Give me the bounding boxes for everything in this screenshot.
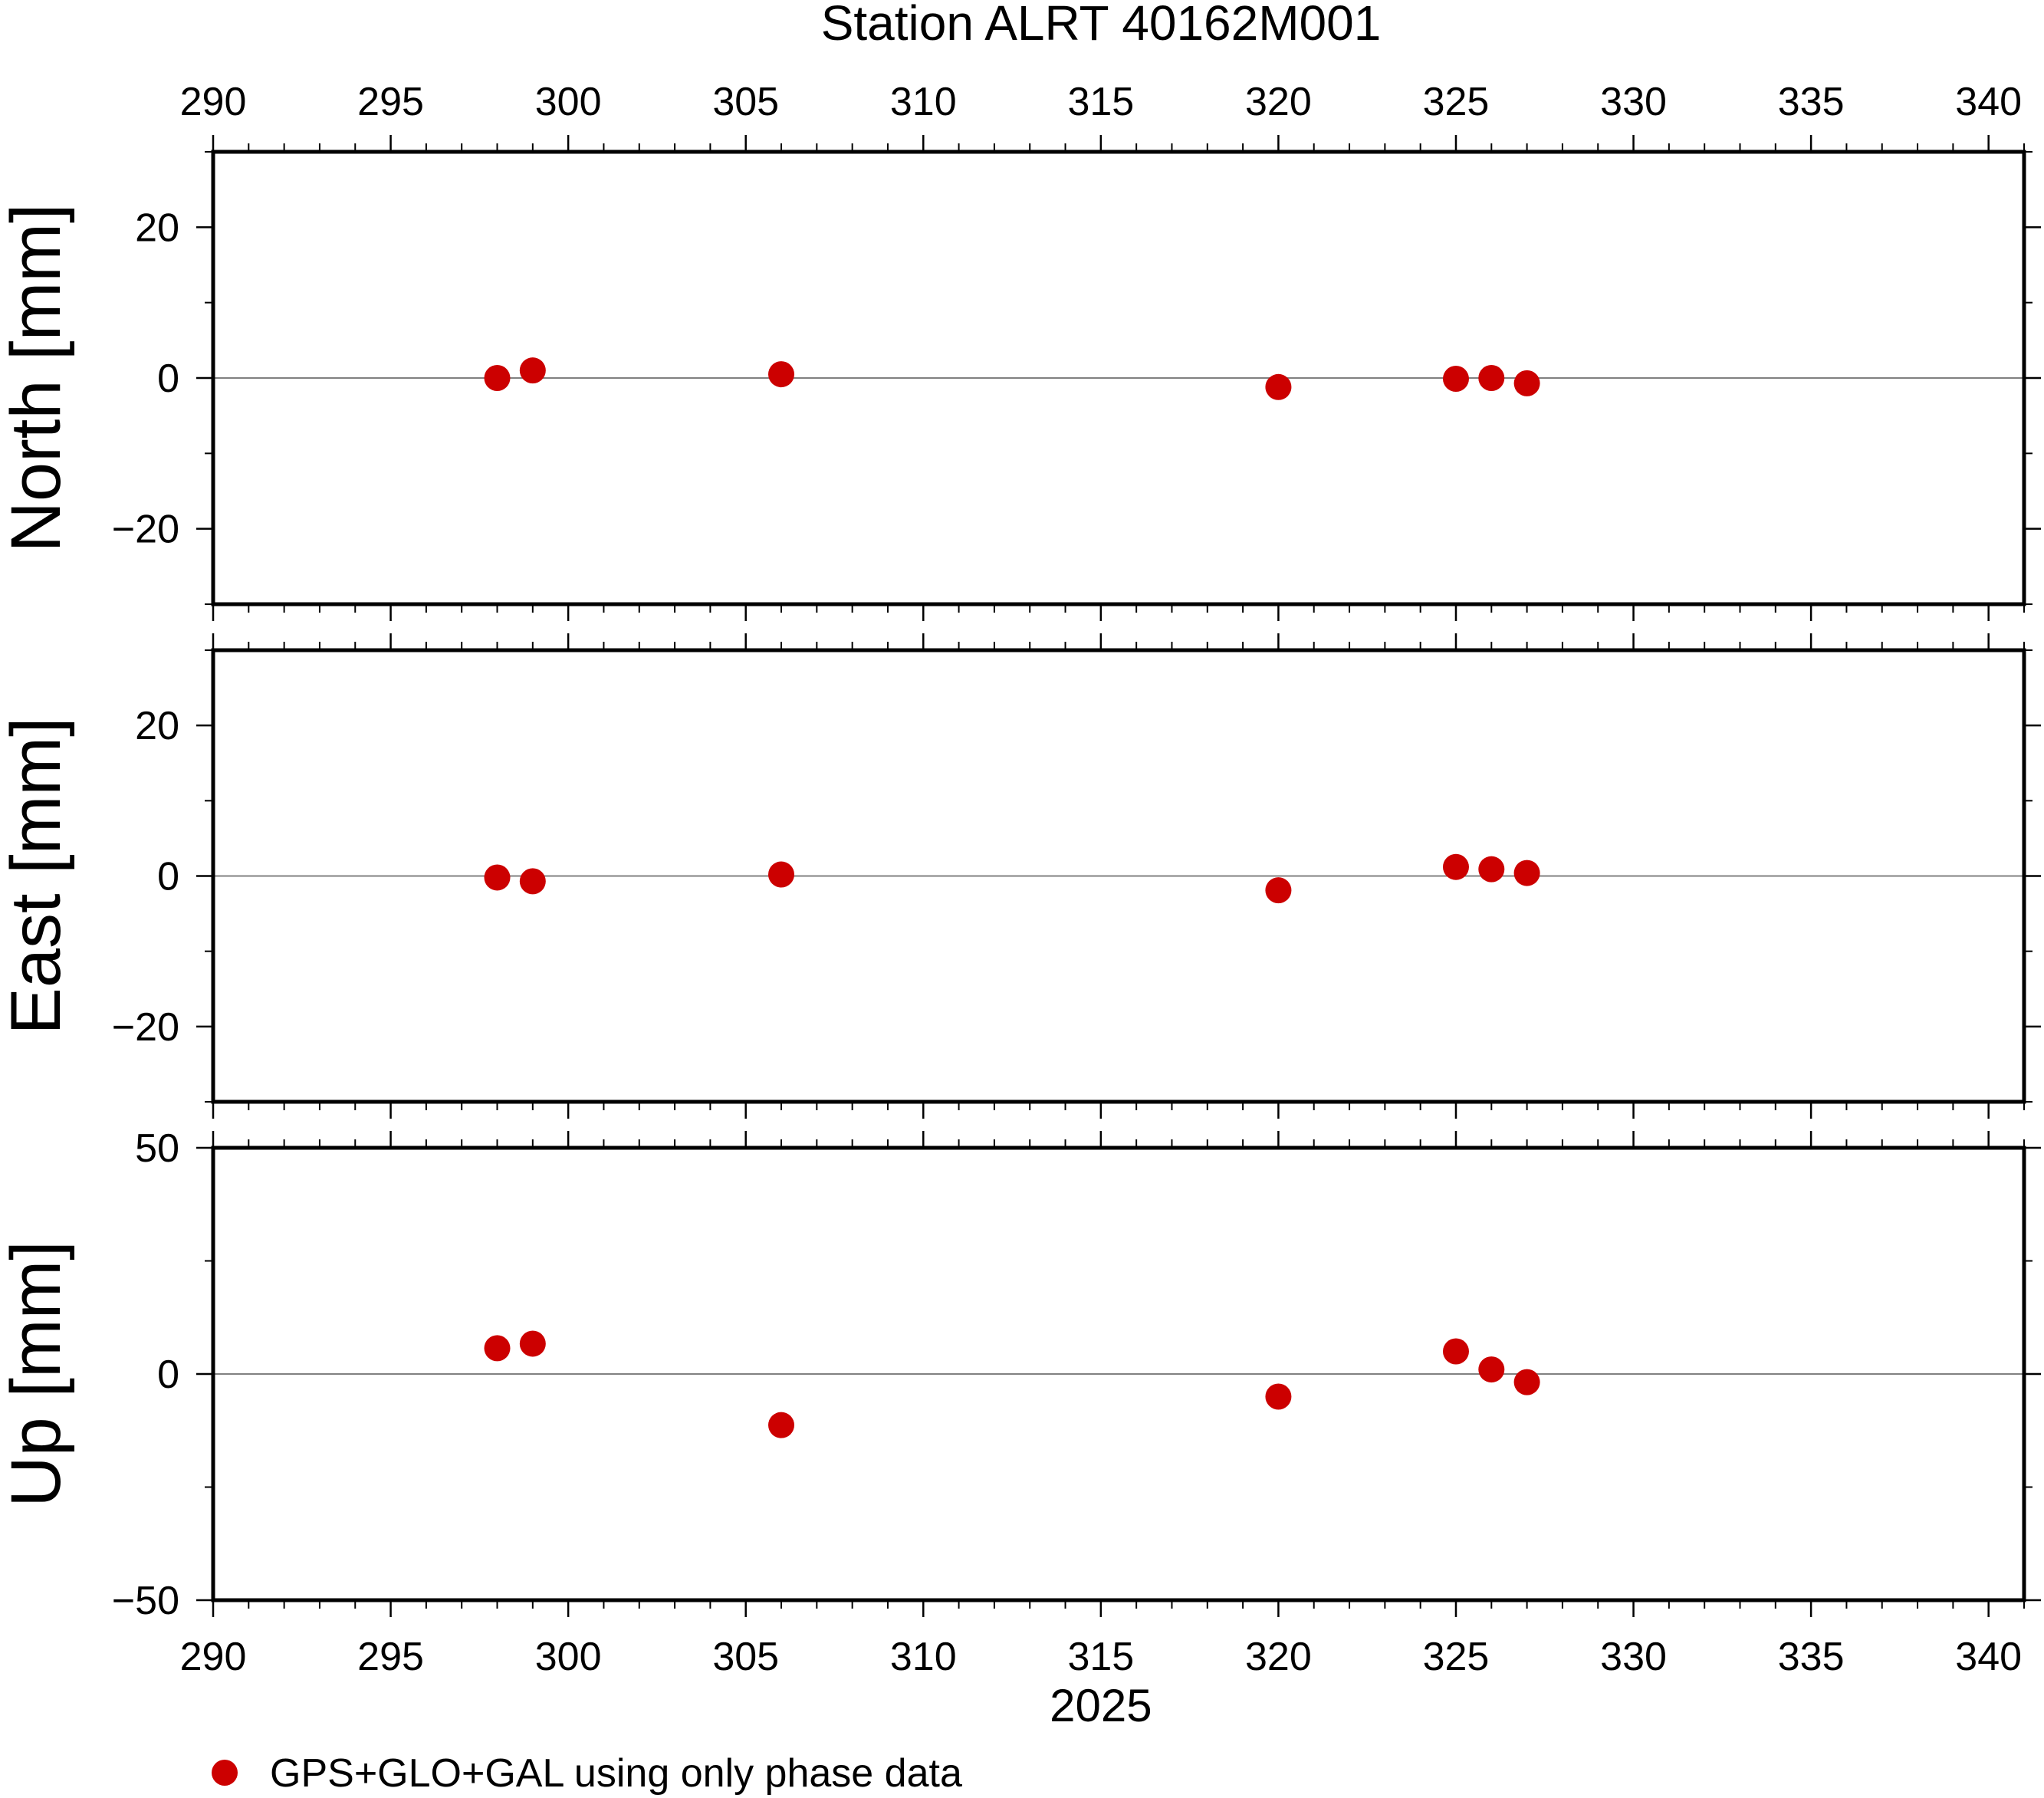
x-tick-label-bottom: 330 — [1600, 1635, 1667, 1679]
y-tick-label: 50 — [135, 1126, 179, 1171]
x-tick-label-bottom: 335 — [1778, 1635, 1845, 1679]
y-tick-label: −20 — [112, 1005, 179, 1050]
data-point-up — [1265, 1383, 1292, 1410]
data-point-up — [519, 1330, 546, 1357]
data-point-east — [1513, 860, 1540, 886]
x-tick-label-top: 295 — [357, 80, 424, 124]
data-point-north — [519, 357, 546, 384]
data-point-north — [1478, 365, 1505, 391]
data-point-up — [484, 1335, 511, 1362]
data-point-up — [1442, 1338, 1469, 1365]
panels: −20 0 20 North [mm] −20 0 20 East [mm] −50 0 50 Up … — [0, 80, 2041, 1731]
x-tick-label-top: 310 — [890, 80, 957, 124]
data-point-east — [484, 864, 511, 891]
x-tick-label-top: 290 — [180, 80, 247, 124]
x-tick-label-bottom: 310 — [890, 1635, 957, 1679]
data-point-up — [1513, 1369, 1540, 1395]
x-tick-label-bottom: 300 — [535, 1635, 602, 1679]
data-point-up — [1478, 1356, 1505, 1383]
y-axis-label: North [mm] — [0, 204, 75, 553]
panel-east: −20 0 20 East [mm] — [0, 633, 2041, 1119]
x-tick-label-top: 340 — [1955, 80, 2022, 124]
y-axis-label: Up [mm] — [0, 1241, 75, 1507]
x-tick-label-bottom: 305 — [712, 1635, 779, 1679]
x-tick-label-bottom: 320 — [1245, 1635, 1312, 1679]
y-tick-label: 0 — [157, 357, 179, 401]
x-tick-label-top: 300 — [535, 80, 602, 124]
x-axis-label: 2025 — [1050, 1680, 1152, 1731]
y-tick-label: −20 — [112, 508, 179, 552]
data-point-north — [484, 365, 511, 391]
legend-label: GPS+GLO+GAL using only phase data — [270, 1751, 962, 1796]
data-point-east — [768, 861, 795, 888]
x-tick-label-bottom: 325 — [1423, 1635, 1490, 1679]
data-point-east — [1265, 877, 1292, 904]
x-tick-label-bottom: 295 — [357, 1635, 424, 1679]
y-axis-label: East [mm] — [0, 717, 75, 1034]
data-point-east — [1442, 853, 1469, 880]
x-tick-label-top: 320 — [1245, 80, 1312, 124]
x-tick-label-bottom: 340 — [1955, 1635, 2022, 1679]
data-point-up — [768, 1412, 795, 1438]
data-point-north — [1265, 373, 1292, 400]
data-point-north — [1442, 365, 1469, 392]
y-tick-label: 0 — [157, 855, 179, 899]
legend-marker — [212, 1760, 238, 1786]
chart-title: Station ALRT 40162M001 — [821, 0, 1382, 51]
data-point-east — [1478, 856, 1505, 883]
panel-up: −50 0 50 Up [mm] — [0, 1126, 2041, 1623]
legend: GPS+GLO+GAL using only phase data — [212, 1751, 962, 1796]
y-tick-label: 0 — [157, 1353, 179, 1397]
y-tick-label: 20 — [135, 205, 179, 250]
x-tick-label-bottom: 290 — [180, 1635, 247, 1679]
data-point-north — [1513, 370, 1540, 396]
panel-north: −20 0 20 North [mm] — [0, 135, 2041, 621]
y-tick-label: −50 — [112, 1579, 179, 1623]
x-tick-label-top: 315 — [1067, 80, 1134, 124]
x-tick-label-top: 330 — [1600, 80, 1667, 124]
x-tick-label-top: 305 — [712, 80, 779, 124]
x-tick-label-bottom: 315 — [1067, 1635, 1134, 1679]
y-tick-label: 20 — [135, 704, 179, 748]
x-tick-label-top: 335 — [1778, 80, 1845, 124]
data-point-north — [768, 361, 795, 388]
x-tick-label-top: 325 — [1423, 80, 1490, 124]
data-point-east — [519, 868, 546, 895]
